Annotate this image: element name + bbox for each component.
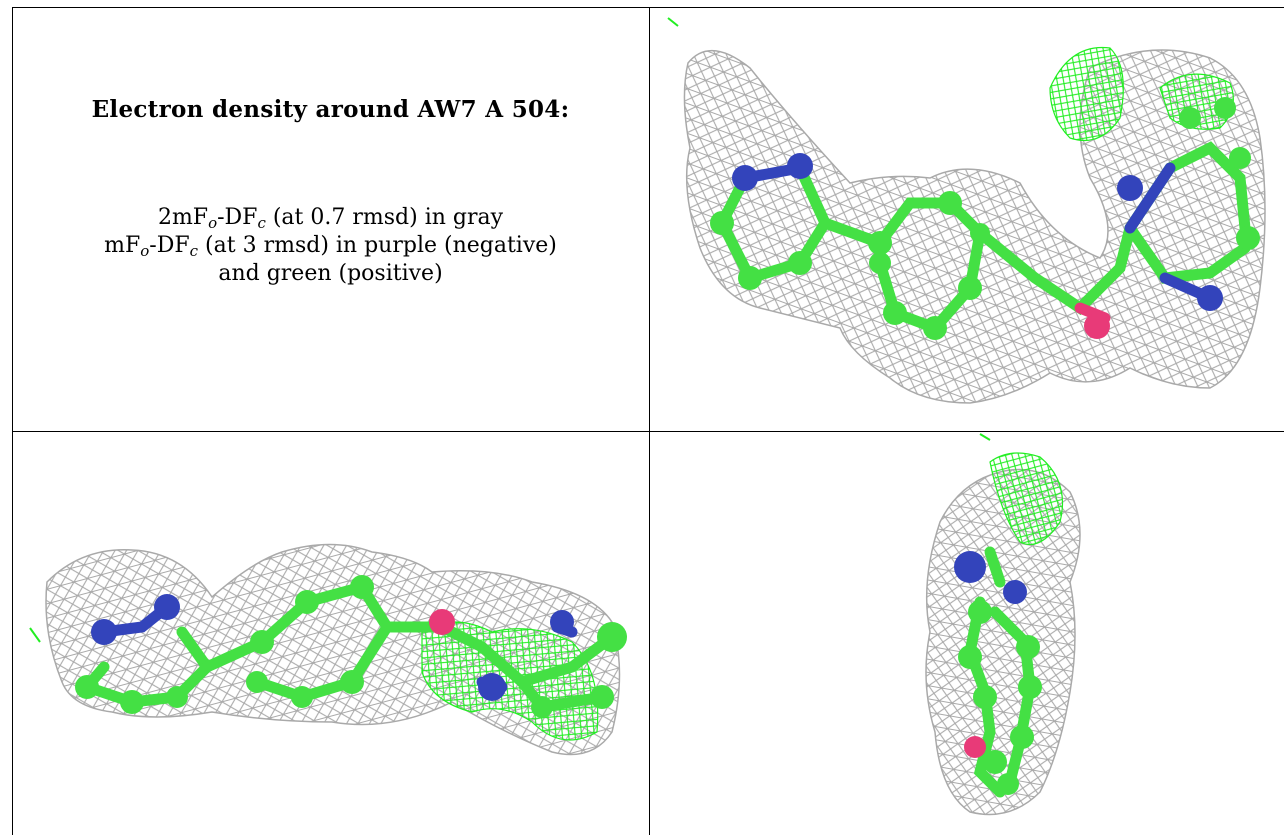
stray-mesh-fragment xyxy=(667,17,679,27)
positive-density-mesh xyxy=(1049,46,1124,142)
table-rule-middle xyxy=(12,431,1284,432)
oxygen-atom xyxy=(1084,313,1110,339)
carbon-atoms xyxy=(958,600,1042,795)
oxygen-atom xyxy=(964,736,986,758)
table-rule-top xyxy=(12,7,1284,8)
carbon-atoms xyxy=(75,575,627,718)
table-rule-left xyxy=(12,7,13,835)
nitrogen-atoms xyxy=(732,153,1223,311)
table-rule-center xyxy=(649,7,650,835)
line1-suffix: (at 0.7 rmsd) in gray xyxy=(265,205,504,230)
caption-line-1: 2mFo-DFc (at 0.7 rmsd) in gray xyxy=(12,204,649,232)
line1-mid: -DF xyxy=(217,205,258,230)
caption-title: Electron density around AW7 A 504: xyxy=(91,96,570,123)
carbon-atoms xyxy=(710,97,1260,340)
caption-lines: 2mFo-DFc (at 0.7 rmsd) in gray mFo-DFc (… xyxy=(12,204,649,288)
positive-density-mesh xyxy=(989,452,1064,546)
nitrogen-atoms xyxy=(954,551,1027,604)
stray-mesh-fragment xyxy=(979,433,991,441)
view-bottom-right xyxy=(650,432,1284,835)
molecule-density-view-3 xyxy=(925,433,1081,816)
line2-sub1: o xyxy=(140,242,150,260)
molecule-density-view-2 xyxy=(29,543,627,756)
view-top-right xyxy=(650,8,1284,431)
view-bottom-left xyxy=(12,432,649,835)
line2-mid: -DF xyxy=(149,233,190,258)
stray-mesh-fragment xyxy=(29,627,41,643)
line1-sub1: o xyxy=(208,214,218,232)
oxygen-atom xyxy=(429,609,455,635)
line1-sub2: c xyxy=(257,214,266,232)
line2-sub2: c xyxy=(189,242,199,260)
line2-prefix: mF xyxy=(104,233,141,258)
line2-suffix: (at 3 rmsd) in purple (negative) xyxy=(198,233,557,258)
nitrogen-atoms xyxy=(91,594,574,701)
caption-cell: Electron density around AW7 A 504: 2mFo-… xyxy=(12,8,649,431)
caption-line-2: mFo-DFc (at 3 rmsd) in purple (negative) xyxy=(12,232,649,260)
line1-prefix: 2mF xyxy=(157,205,209,230)
molecule-density-view-1 xyxy=(667,17,1266,404)
caption-line-3: and green (positive) xyxy=(218,261,443,286)
caption: Electron density around AW7 A 504: 2mFo-… xyxy=(12,8,649,431)
